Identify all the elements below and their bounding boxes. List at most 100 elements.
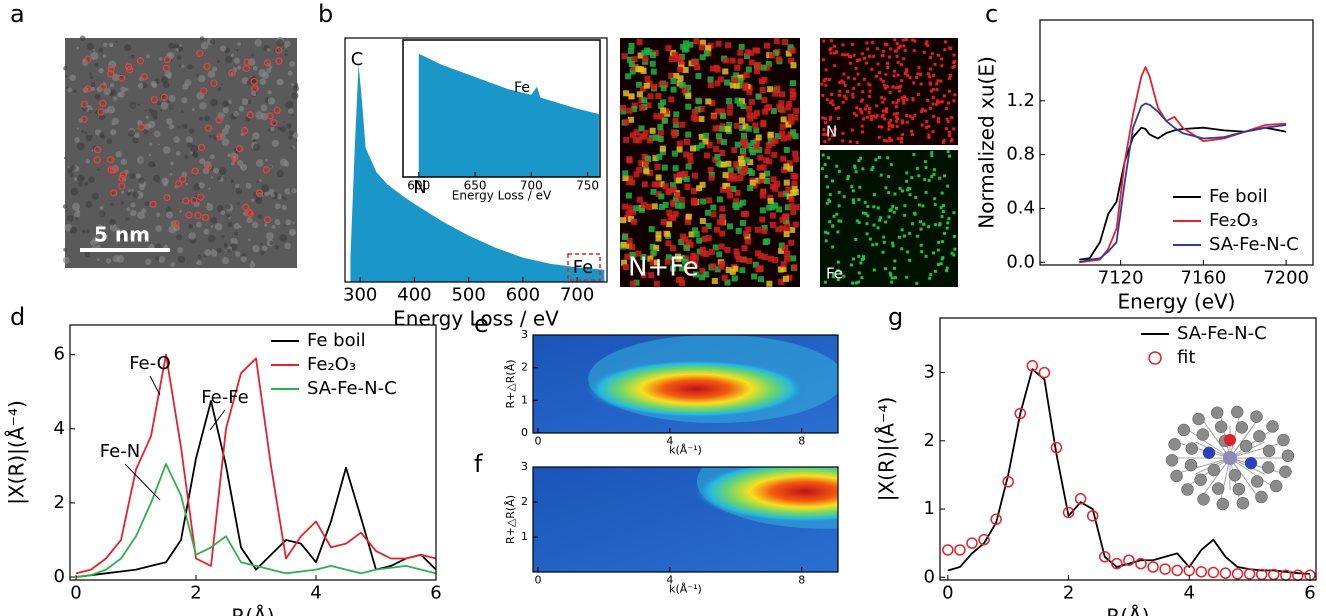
legend-label: SA-Fe-N-C bbox=[1209, 234, 1299, 255]
stem-grain bbox=[119, 231, 127, 239]
y-axis-label: Normalized xu(E) bbox=[975, 56, 999, 229]
x-tick-label: 500 bbox=[451, 285, 485, 306]
stem-grain bbox=[261, 184, 270, 193]
map-pixel bbox=[872, 223, 876, 227]
map-pixel bbox=[747, 115, 754, 122]
map-pixel bbox=[871, 243, 875, 247]
y-axis-label: |X(R)|(Å⁻⁴) bbox=[5, 400, 29, 505]
stem-grain bbox=[67, 87, 73, 93]
map-pixel bbox=[887, 215, 891, 219]
map-pixel bbox=[872, 205, 876, 209]
map-pixel bbox=[720, 186, 727, 193]
map-pixel bbox=[878, 70, 882, 74]
fit-point bbox=[1002, 476, 1014, 488]
map-pixel bbox=[645, 102, 652, 109]
map-pixel bbox=[708, 248, 715, 255]
map-pixel bbox=[826, 156, 830, 160]
legend-label: SA-Fe-N-C bbox=[1177, 323, 1267, 344]
map-pixel bbox=[642, 56, 649, 63]
atom-marker bbox=[185, 211, 193, 219]
map-pixel bbox=[779, 130, 786, 137]
map-pixel bbox=[922, 50, 926, 54]
map-pixel bbox=[923, 178, 927, 182]
map-pixel bbox=[908, 76, 912, 80]
map-pixel bbox=[865, 115, 869, 119]
map-pixel bbox=[743, 71, 750, 78]
map-pixel bbox=[706, 197, 713, 204]
stem-grain bbox=[284, 45, 288, 49]
map-pixel bbox=[864, 212, 868, 216]
map-pixel bbox=[724, 79, 731, 86]
map-pixel bbox=[832, 214, 836, 218]
map-pixel bbox=[836, 230, 840, 234]
map-pixel bbox=[908, 114, 912, 118]
bond bbox=[1229, 457, 1260, 499]
stem-grain bbox=[90, 52, 99, 60]
map-pixel bbox=[841, 100, 845, 104]
map-pixel bbox=[669, 56, 676, 63]
map-pixel bbox=[738, 43, 745, 50]
map-pixel bbox=[735, 256, 742, 263]
stem-grain bbox=[137, 82, 144, 89]
map-pixel bbox=[718, 243, 725, 250]
map-pixel bbox=[789, 80, 796, 87]
map-pixel bbox=[654, 259, 661, 266]
map-pixel bbox=[673, 121, 680, 128]
stem-grain bbox=[173, 43, 180, 50]
map-pixel bbox=[895, 101, 899, 105]
map-pixel bbox=[871, 166, 875, 170]
map-pixel bbox=[789, 226, 796, 233]
map-pixel bbox=[859, 156, 863, 160]
map-pixel bbox=[783, 255, 790, 262]
atom-marker bbox=[250, 77, 258, 86]
contour-peak bbox=[695, 467, 838, 523]
x-tick-label: 700 bbox=[520, 179, 543, 193]
map-pixel bbox=[765, 61, 772, 68]
map-pixel bbox=[884, 72, 888, 76]
map-pixel bbox=[734, 97, 741, 104]
map-pixel bbox=[758, 276, 765, 283]
map-pixel bbox=[636, 166, 643, 173]
stem-grain bbox=[256, 159, 264, 167]
stem-grain bbox=[116, 228, 121, 233]
map-pixel bbox=[870, 40, 874, 44]
map-pixel bbox=[911, 117, 915, 121]
map-pixel bbox=[888, 139, 892, 143]
stem-grain bbox=[234, 231, 239, 236]
x-tick-label: 2 bbox=[190, 583, 201, 604]
map-pixel bbox=[714, 66, 721, 73]
map-pixel bbox=[905, 98, 909, 102]
map-pixel bbox=[696, 237, 703, 244]
map-pixel bbox=[788, 203, 795, 210]
stem-grain bbox=[271, 139, 279, 147]
map-pixel bbox=[678, 58, 685, 65]
stem-grain bbox=[207, 70, 216, 78]
stem-grain bbox=[291, 82, 295, 87]
map-pixel bbox=[837, 93, 841, 97]
map-pixel bbox=[863, 107, 867, 111]
map-pixel bbox=[684, 183, 691, 190]
map-pixel bbox=[916, 72, 920, 76]
map-pixel bbox=[936, 79, 940, 83]
map-pixel bbox=[656, 153, 663, 160]
stem-grain bbox=[70, 173, 74, 177]
atom bbox=[1261, 461, 1275, 474]
stem-grain bbox=[84, 131, 87, 135]
map-pixel bbox=[649, 52, 656, 59]
map-pixel bbox=[729, 268, 736, 275]
map-pixel bbox=[698, 115, 705, 122]
atom bbox=[1235, 421, 1249, 434]
atom-marker bbox=[246, 210, 254, 218]
map-pixel bbox=[793, 107, 800, 114]
map-pixel bbox=[743, 53, 750, 60]
map-pixel bbox=[943, 174, 947, 178]
map-pixel bbox=[872, 114, 876, 118]
map-pixel bbox=[625, 210, 632, 217]
map-pixel bbox=[793, 156, 800, 163]
map-pixel bbox=[896, 73, 900, 77]
map-pixel bbox=[924, 42, 928, 46]
map-pixel bbox=[682, 255, 689, 262]
legend-label: Fe boil bbox=[1209, 186, 1268, 207]
stem-grain bbox=[210, 98, 218, 107]
stem-grain bbox=[159, 109, 162, 112]
